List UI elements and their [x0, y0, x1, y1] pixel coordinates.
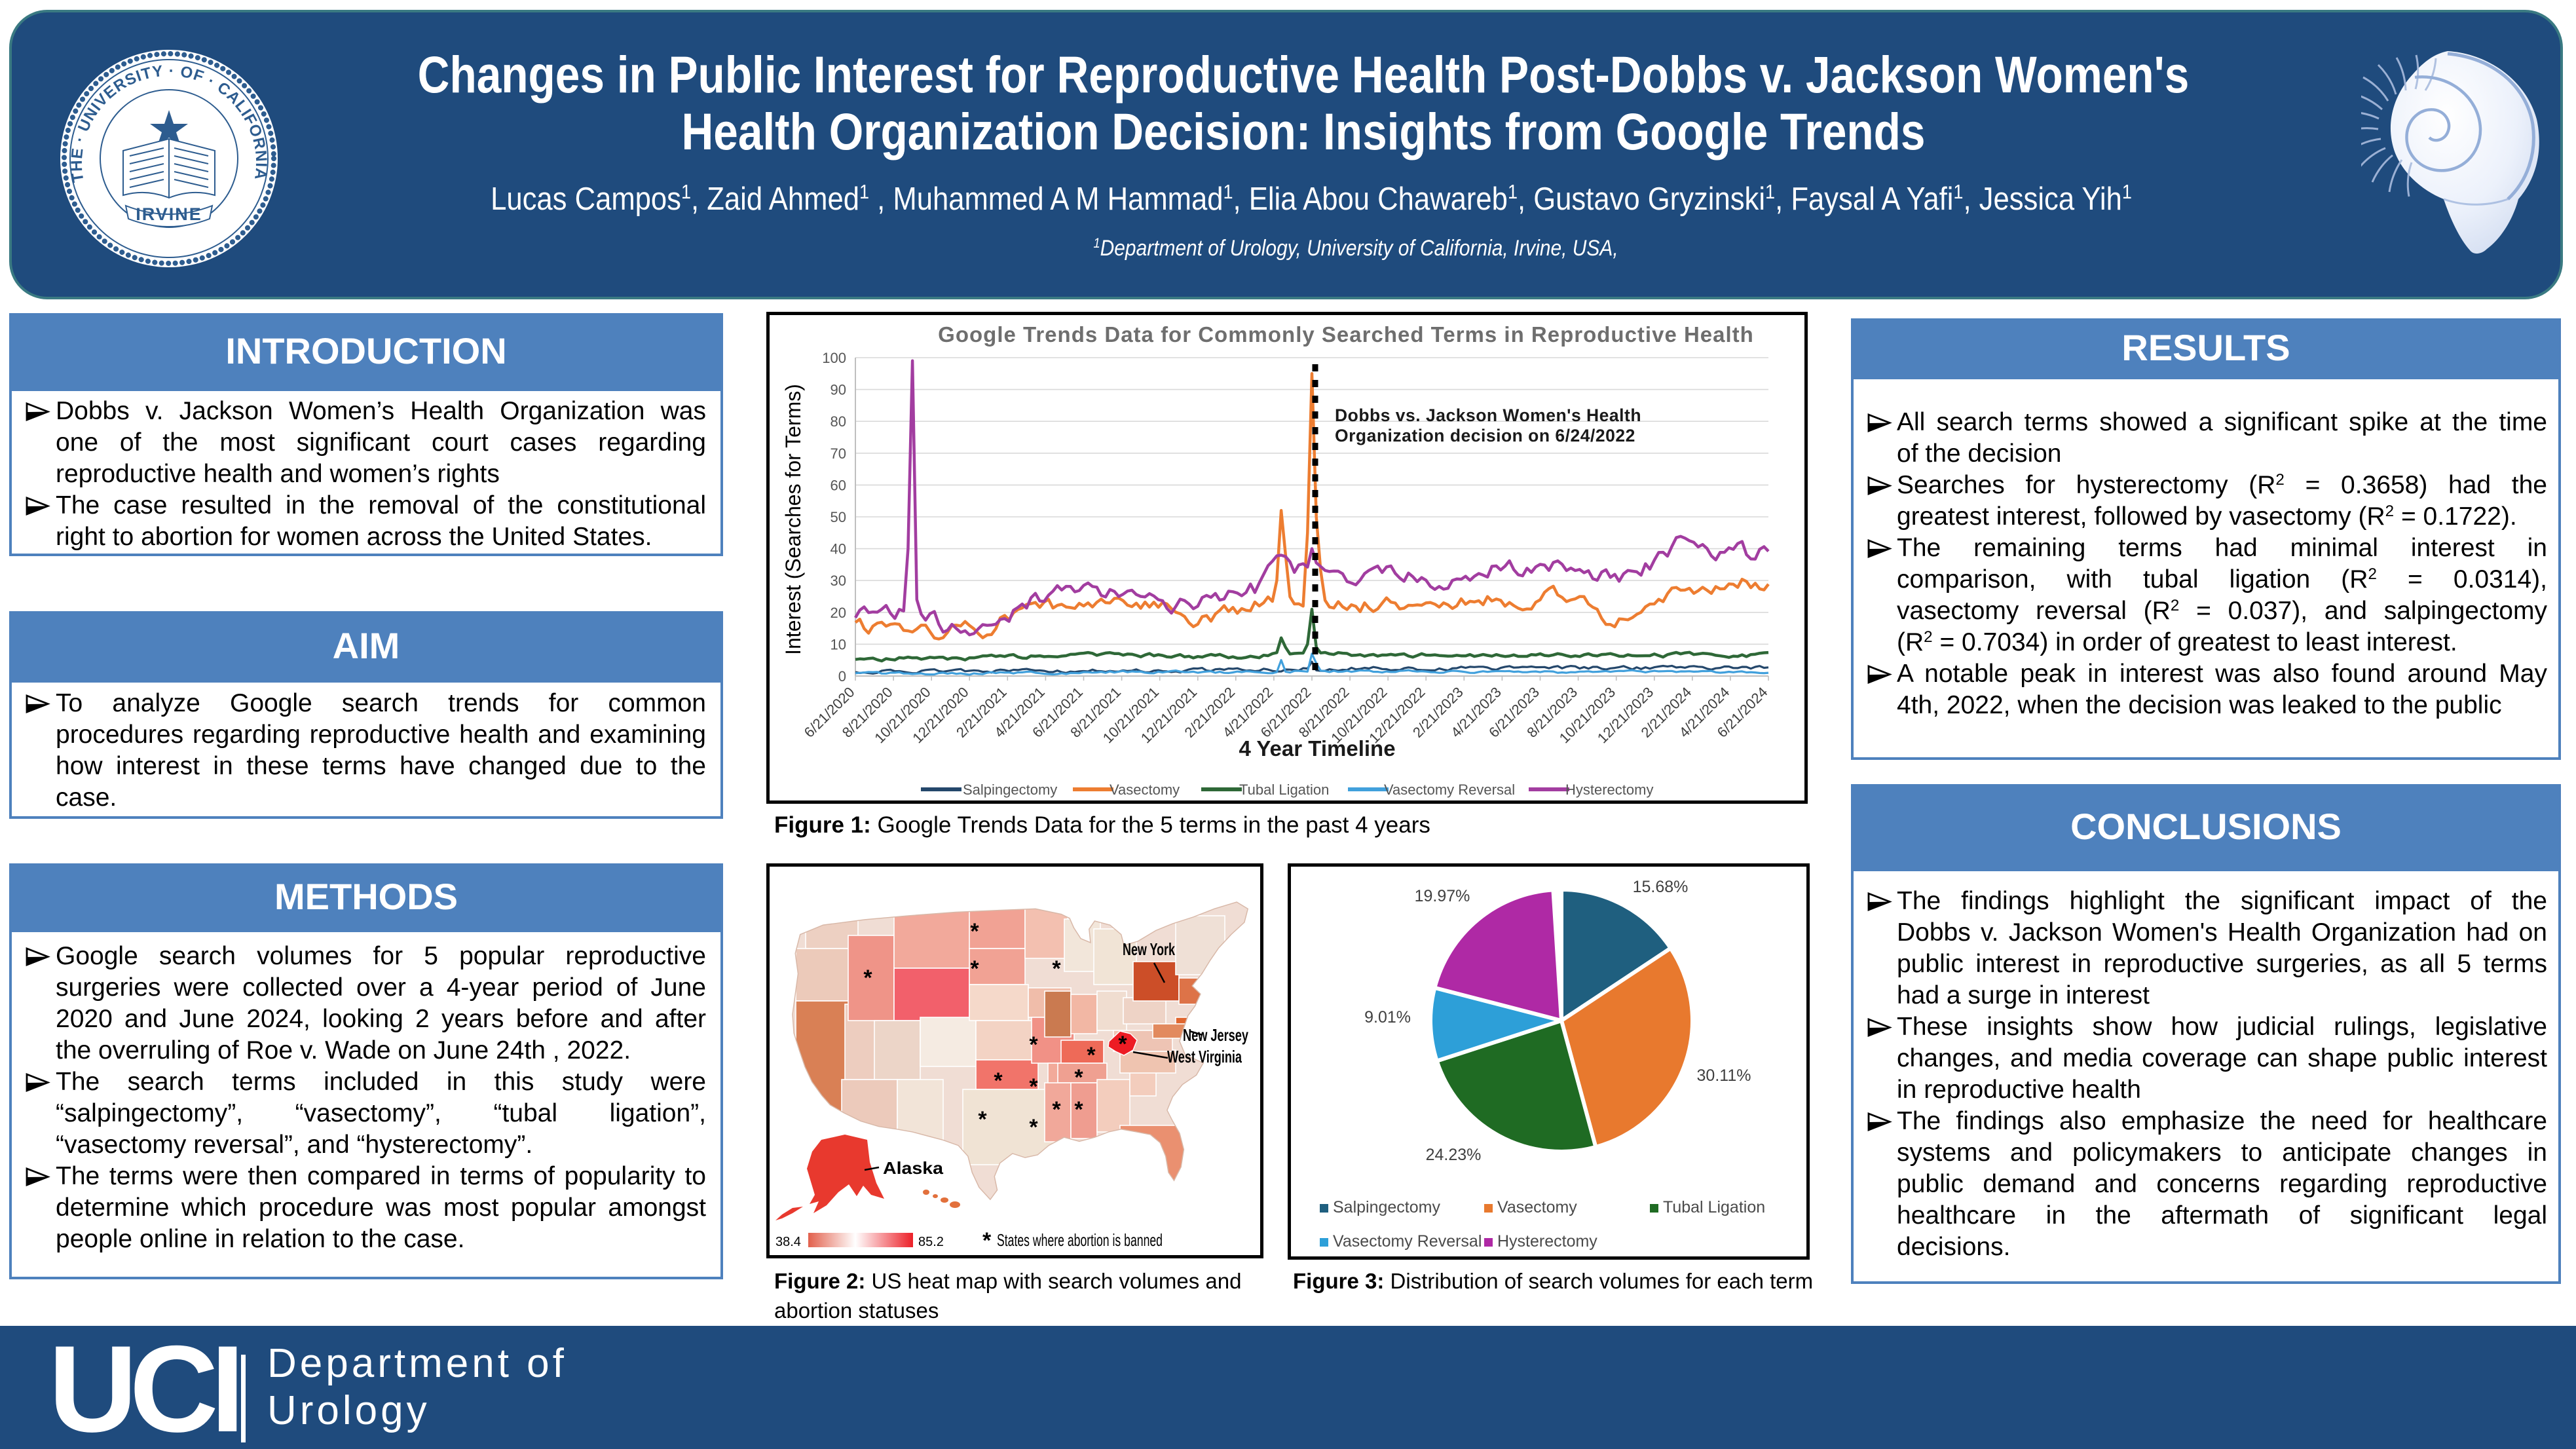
svg-text:0: 0	[838, 668, 846, 685]
svg-text:States where abortion is banne: States where abortion is banned	[997, 1230, 1163, 1250]
svg-text:Vasectomy: Vasectomy	[1497, 1198, 1577, 1216]
svg-text:70: 70	[831, 445, 846, 462]
svg-text:38.4: 38.4	[775, 1235, 801, 1249]
svg-text:*: *	[1052, 1097, 1061, 1122]
svg-text:Hysterectomy: Hysterectomy	[1565, 781, 1653, 798]
svg-text:*: *	[970, 956, 979, 981]
svg-text:Vasectomy: Vasectomy	[1110, 781, 1180, 798]
svg-text:19.97%: 19.97%	[1415, 887, 1470, 905]
svg-text:*: *	[1029, 1074, 1038, 1099]
svg-text:Google Trends Data for Commonl: Google Trends Data for Commonly Searched…	[938, 322, 1754, 347]
svg-text:100: 100	[822, 350, 846, 366]
svg-text:New York: New York	[1123, 939, 1175, 959]
svg-text:West Virginia: West Virginia	[1167, 1047, 1242, 1066]
svg-text:Hysterectomy: Hysterectomy	[1497, 1232, 1597, 1251]
svg-text:20: 20	[831, 605, 846, 621]
svg-text:*: *	[1052, 956, 1061, 981]
svg-text:85.2: 85.2	[918, 1235, 944, 1249]
svg-text:*: *	[863, 966, 872, 990]
svg-text:90: 90	[831, 382, 846, 398]
svg-text:Vasectomy Reversal: Vasectomy Reversal	[1333, 1232, 1482, 1251]
svg-text:15.68%: 15.68%	[1633, 878, 1689, 896]
svg-text:50: 50	[831, 509, 846, 525]
svg-text:30: 30	[831, 573, 846, 589]
svg-text:Salpingectomy: Salpingectomy	[963, 781, 1057, 798]
svg-text:*: *	[1087, 1043, 1096, 1068]
svg-text:New Jersey: New Jersey	[1183, 1025, 1248, 1045]
svg-text:9.01%: 9.01%	[1364, 1008, 1411, 1026]
svg-text:IRVINE: IRVINE	[136, 204, 202, 224]
svg-text:4 Year Timeline: 4 Year Timeline	[1239, 736, 1395, 761]
svg-text:Interest (Searches for Terms): Interest (Searches for Terms)	[781, 384, 805, 655]
svg-text:*: *	[994, 1068, 1003, 1093]
svg-text:Tubal Ligation: Tubal Ligation	[1663, 1198, 1765, 1216]
svg-text:10: 10	[831, 636, 846, 652]
svg-text:Vasectomy Reversal: Vasectomy Reversal	[1384, 781, 1515, 798]
svg-text:Tubal Ligation: Tubal Ligation	[1239, 781, 1329, 798]
svg-text:30.11%: 30.11%	[1697, 1066, 1751, 1085]
svg-text:Organization decision on 6/24/: Organization decision on 6/24/2022	[1335, 426, 1635, 445]
svg-text:80: 80	[831, 413, 846, 430]
svg-text:*: *	[978, 1107, 987, 1132]
svg-text:60: 60	[831, 477, 846, 493]
svg-text:*: *	[982, 1228, 992, 1253]
svg-text:24.23%: 24.23%	[1426, 1146, 1482, 1164]
svg-text:*: *	[1074, 1065, 1083, 1090]
svg-text:Salpingectomy: Salpingectomy	[1333, 1198, 1440, 1216]
svg-text:*: *	[1029, 1115, 1038, 1140]
svg-text:Dobbs vs. Jackson Women's Heal: Dobbs vs. Jackson Women's Health	[1335, 405, 1641, 425]
svg-text:*: *	[970, 919, 979, 944]
svg-text:*: *	[1029, 1032, 1038, 1057]
svg-text:*: *	[1118, 1032, 1127, 1057]
svg-text:Alaska: Alaska	[883, 1158, 944, 1178]
svg-text:40: 40	[831, 541, 846, 557]
svg-text:*: *	[1074, 1097, 1083, 1122]
